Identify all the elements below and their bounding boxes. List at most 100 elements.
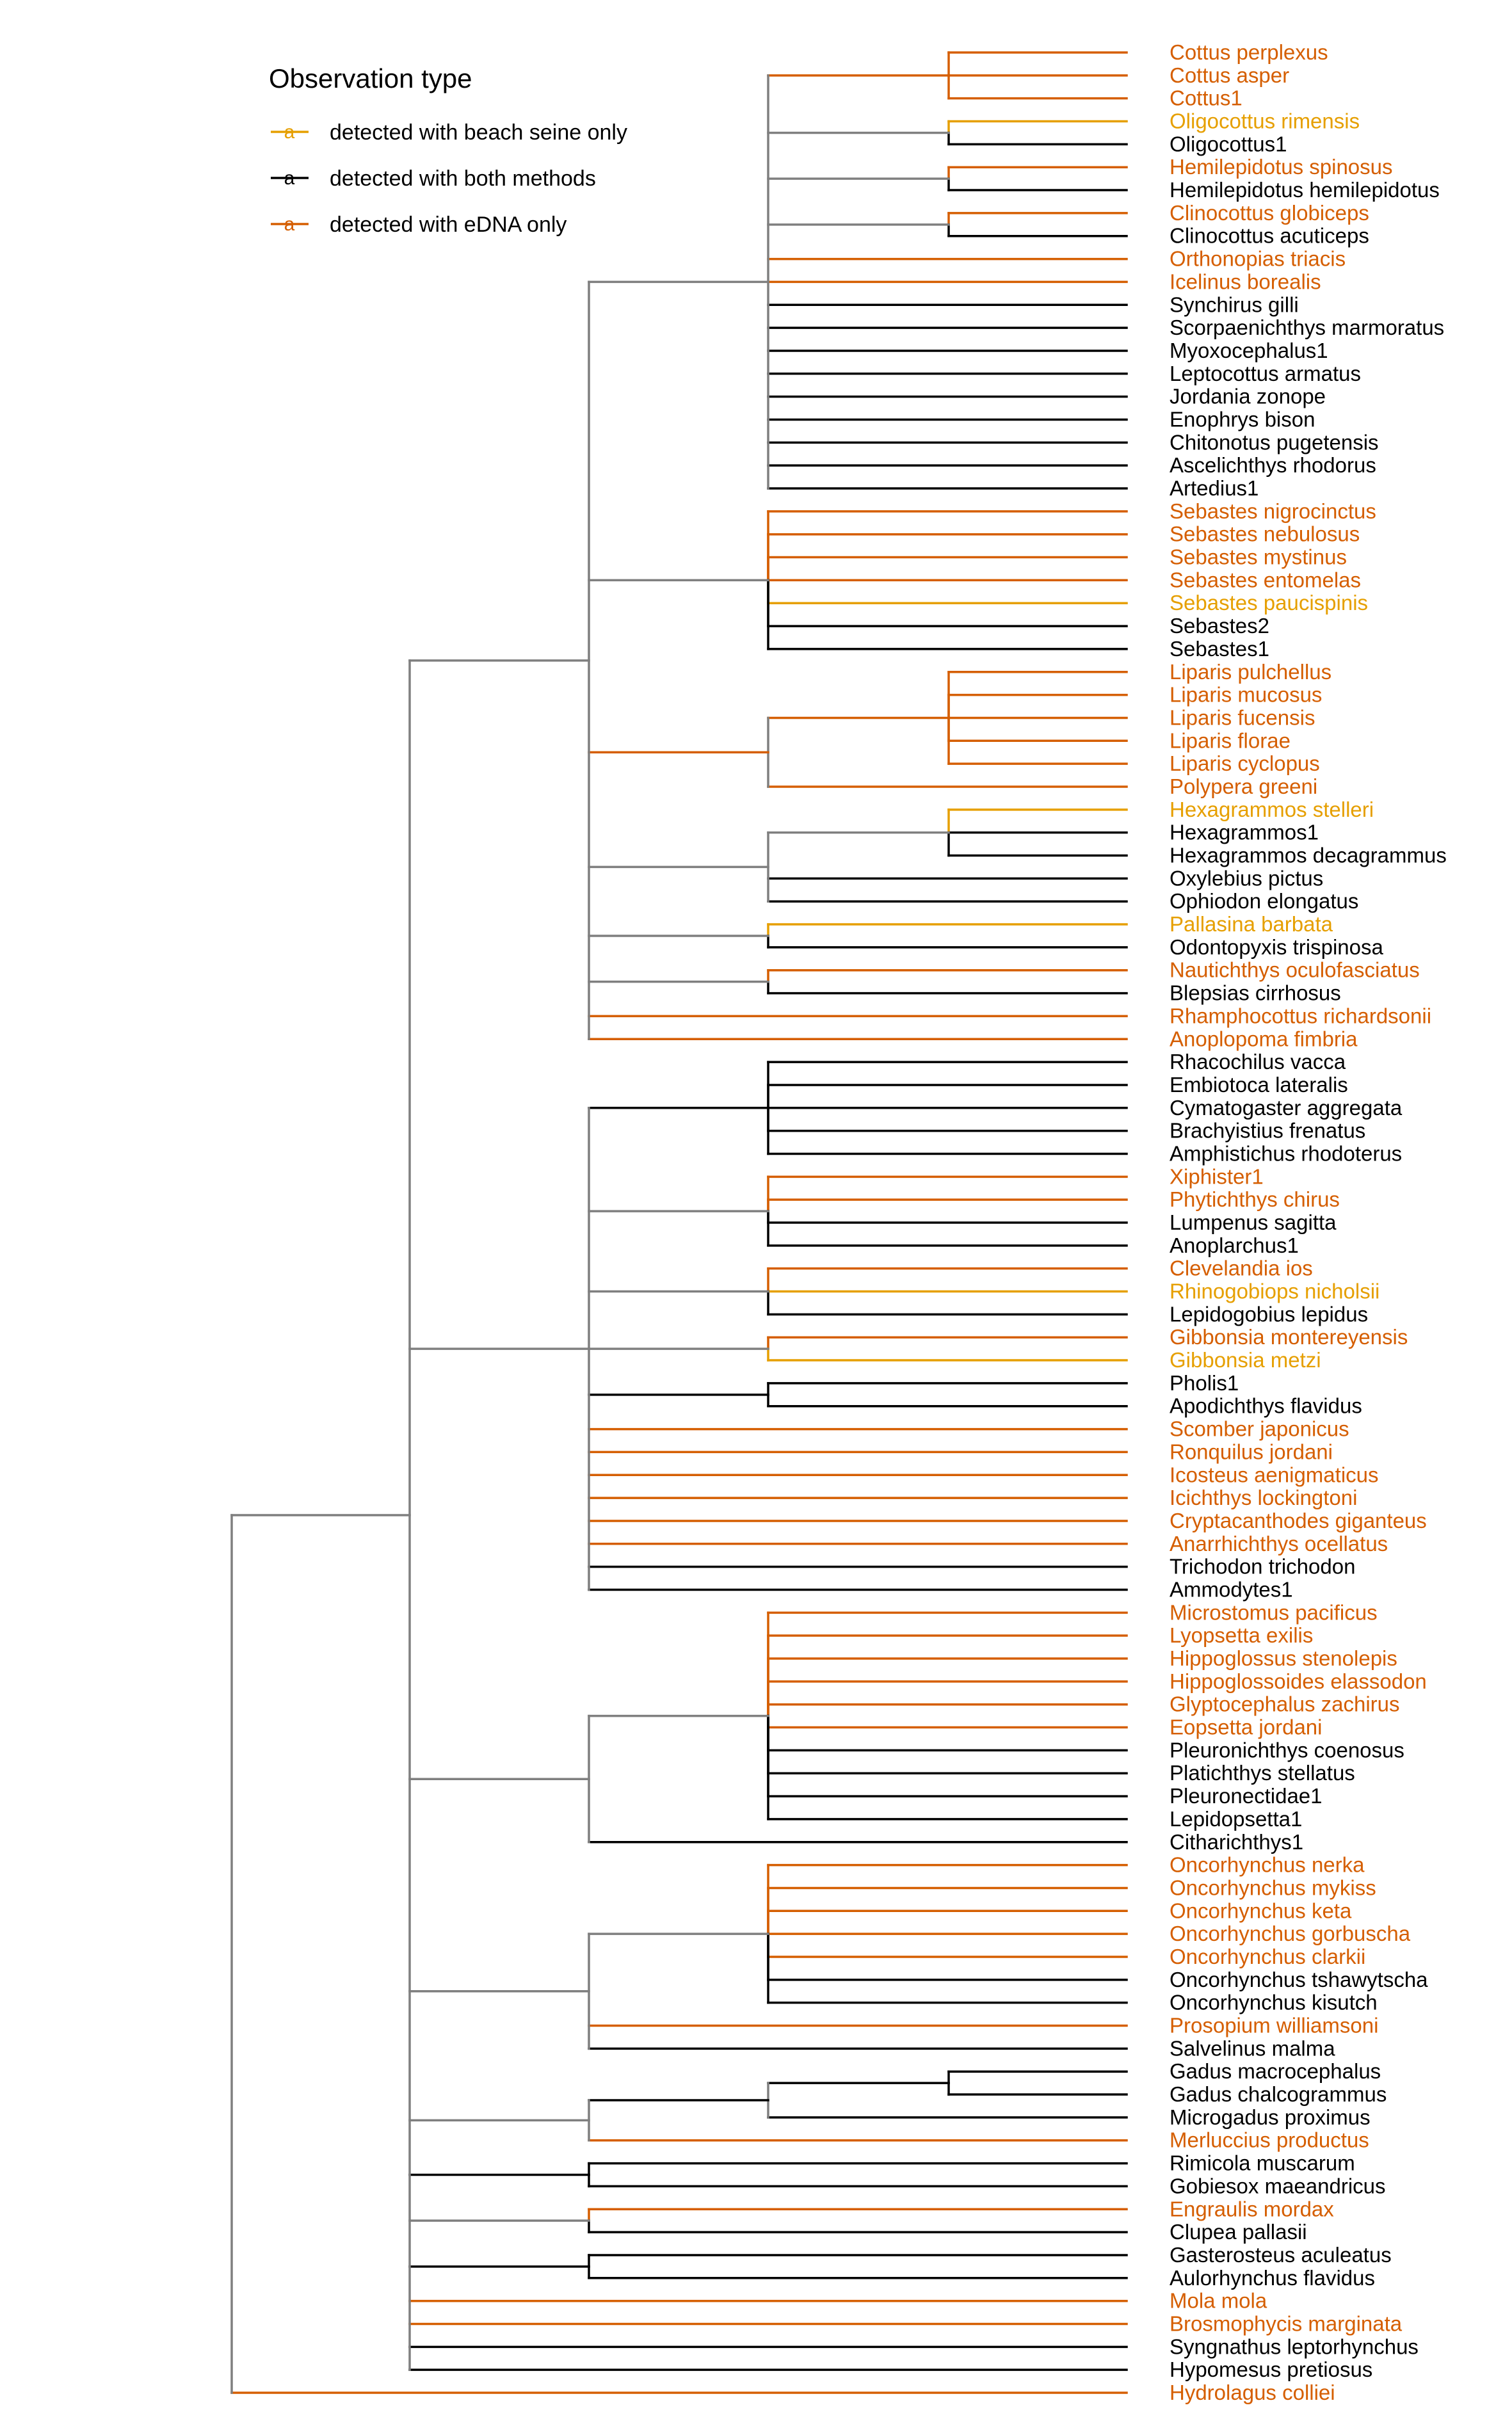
tip-label-lumpenus-sagitta: Lumpenus sagitta [1170,1210,1337,1234]
tip-label-cymatogaster-aggregata: Cymatogaster aggregata [1170,1096,1403,1120]
legend-title: Observation type [269,63,472,93]
tip-label-oncorhynchus-clarkii: Oncorhynchus clarkii [1170,1945,1365,1968]
tip-label-leptocottus-armatus: Leptocottus armatus [1170,362,1361,385]
tip-label-hippoglossus-stenolepis: Hippoglossus stenolepis [1170,1646,1397,1670]
tip-label-hippoglossoides-elassodon: Hippoglossoides elassodon [1170,1669,1427,1693]
tip-label-cottus-asper: Cottus asper [1170,63,1289,87]
tip-label-liparis-fucensis: Liparis fucensis [1170,705,1315,729]
tip-label-pleuronectidae1: Pleuronectidae1 [1170,1784,1323,1808]
tip-label-glyptocephalus-zachirus: Glyptocephalus zachirus [1170,1692,1400,1716]
tip-label-orthonopias-triacis: Orthonopias triacis [1170,247,1346,271]
tip-label-hexagrammos1: Hexagrammos1 [1170,821,1319,844]
tip-label-liparis-cyclopus: Liparis cyclopus [1170,751,1320,775]
tip-label-icosteus-aenigmaticus: Icosteus aenigmaticus [1170,1463,1379,1486]
tip-label-oxylebius-pictus: Oxylebius pictus [1170,866,1323,890]
tree-branches [230,51,1128,2394]
legend-item-both: a detected with both methods [271,166,596,191]
tip-label-liparis-pulchellus: Liparis pulchellus [1170,660,1331,684]
tip-label-oligocottus-rimensis: Oligocottus rimensis [1170,109,1360,133]
tip-label-sebastes-entomelas: Sebastes entomelas [1170,568,1361,591]
tip-label-chitonotus-pugetensis: Chitonotus pugetensis [1170,430,1379,454]
tip-label-myoxocephalus1: Myoxocephalus1 [1170,339,1328,362]
tip-label-ophiodon-elongatus: Ophiodon elongatus [1170,889,1358,913]
tip-label-embiotoca-lateralis: Embiotoca lateralis [1170,1073,1348,1097]
tip-label-anoplopoma-fimbria: Anoplopoma fimbria [1170,1027,1358,1050]
tip-label-lyopsetta-exilis: Lyopsetta exilis [1170,1623,1313,1647]
tip-label-clupea-pallasii: Clupea pallasii [1170,2220,1307,2244]
legend-svg: Observation type a detected with beach s… [269,63,627,237]
tip-label-apodichthys-flavidus: Apodichthys flavidus [1170,1394,1362,1418]
tip-label-blepsias-cirrhosus: Blepsias cirrhosus [1170,981,1341,1005]
tip-label-lepidogobius-lepidus: Lepidogobius lepidus [1170,1302,1368,1326]
tip-label-microstomus-pacificus: Microstomus pacificus [1170,1600,1378,1624]
tip-label-trichodon-trichodon: Trichodon trichodon [1170,1555,1355,1579]
tip-label-scorpaenichthys-marmoratus: Scorpaenichthys marmoratus [1170,316,1444,339]
legend-label-seine: detected with beach seine only [330,120,627,145]
tip-label-sebastes-nebulosus: Sebastes nebulosus [1170,522,1360,546]
tip-label-gobiesox-maeandricus: Gobiesox maeandricus [1170,2174,1386,2198]
tip-label-icelinus-borealis: Icelinus borealis [1170,269,1321,293]
tip-label-oncorhynchus-kisutch: Oncorhynchus kisutch [1170,1991,1378,2014]
tip-label-eopsetta-jordani: Eopsetta jordani [1170,1716,1323,1739]
tip-label-rhamphocottus-richardsonii: Rhamphocottus richardsonii [1170,1004,1431,1027]
tip-label-syngnathus-leptorhynchus: Syngnathus leptorhynchus [1170,2335,1419,2358]
tip-label-brosmophycis-marginata: Brosmophycis marginata [1170,2311,1403,2335]
tip-label-phytichthys-chirus: Phytichthys chirus [1170,1187,1340,1211]
tip-label-nautichthys-oculofasciatus: Nautichthys oculofasciatus [1170,958,1420,982]
tip-label-oligocottus1: Oligocottus1 [1170,132,1287,156]
tip-label-scomber-japonicus: Scomber japonicus [1170,1417,1349,1441]
tip-label-platichthys-stellatus: Platichthys stellatus [1170,1761,1355,1785]
tip-label-sebastes-mystinus: Sebastes mystinus [1170,545,1347,569]
tip-label-hydrolagus-colliei: Hydrolagus colliei [1170,2381,1335,2404]
tip-label-gibbonsia-metzi: Gibbonsia metzi [1170,1348,1321,1372]
tip-label-oncorhynchus-tshawytscha: Oncorhynchus tshawytscha [1170,1968,1428,1991]
tip-label-rimicola-muscarum: Rimicola muscarum [1170,2151,1355,2175]
tip-label-merluccius-productus: Merluccius productus [1170,2128,1369,2152]
tip-label-mola-mola: Mola mola [1170,2289,1267,2313]
tip-label-salvelinus-malma: Salvelinus malma [1170,2036,1335,2060]
tip-label-oncorhynchus-mykiss: Oncorhynchus mykiss [1170,1876,1376,1899]
tip-label-ammodytes1: Ammodytes1 [1170,1577,1293,1601]
tip-label-hemilepidotus-spinosus: Hemilepidotus spinosus [1170,155,1393,179]
tip-label-prosopium-williamsoni: Prosopium williamsoni [1170,2014,1378,2037]
tip-label-synchirus-gilli: Synchirus gilli [1170,293,1299,316]
tip-label-icichthys-lockingtoni: Icichthys lockingtoni [1170,1486,1357,1509]
tip-label-sebastes-paucispinis: Sebastes paucispinis [1170,591,1368,615]
tip-label-brachyistius-frenatus: Brachyistius frenatus [1170,1119,1365,1143]
tip-label-hemilepidotus-hemilepidotus: Hemilepidotus hemilepidotus [1170,178,1440,202]
tip-label-pholis1: Pholis1 [1170,1371,1239,1395]
tip-label-rhinogobiops-nicholsii: Rhinogobiops nicholsii [1170,1280,1379,1303]
tip-label-sebastes-nigrocinctus: Sebastes nigrocinctus [1170,499,1376,523]
tip-label-odontopyxis-trispinosa: Odontopyxis trispinosa [1170,935,1383,959]
legend-label-both: detected with both methods [330,166,596,191]
tip-label-citharichthys1: Citharichthys1 [1170,1830,1303,1854]
tip-label-oncorhynchus-nerka: Oncorhynchus nerka [1170,1853,1365,1877]
tip-label-xiphister1: Xiphister1 [1170,1164,1264,1188]
tip-label-engraulis-mordax: Engraulis mordax [1170,2197,1334,2221]
tip-label-gadus-macrocephalus: Gadus macrocephalus [1170,2059,1381,2083]
tip-label-gibbonsia-montereyensis: Gibbonsia montereyensis [1170,1325,1408,1349]
legend-label-edna: detected with eDNA only [330,213,567,237]
tip-label-liparis-florae: Liparis florae [1170,728,1291,752]
tip-label-jordania-zonope: Jordania zonope [1170,385,1326,408]
tip-label-hexagrammos-stelleri: Hexagrammos stelleri [1170,798,1374,821]
tip-label-microgadus-proximus: Microgadus proximus [1170,2105,1371,2129]
tip-label-clevelandia-ios: Clevelandia ios [1170,1257,1313,1280]
tip-label-gasterosteus-aculeatus: Gasterosteus aculeatus [1170,2243,1392,2267]
tip-label-clinocottus-acuticeps: Clinocottus acuticeps [1170,224,1369,248]
legend-key-glyph-seine: a [284,122,295,143]
tip-label-artedius1: Artedius1 [1170,476,1259,500]
tip-label-hexagrammos-decagrammus: Hexagrammos decagrammus [1170,844,1447,867]
tip-label-pleuronichthys-coenosus: Pleuronichthys coenosus [1170,1738,1404,1762]
legend-item-seine: a detected with beach seine only [271,120,627,145]
tip-label-aulorhynchus-flavidus: Aulorhynchus flavidus [1170,2266,1375,2290]
tip-label-ronquilus-jordani: Ronquilus jordani [1170,1440,1333,1463]
tip-label-lepidopsetta1: Lepidopsetta1 [1170,1807,1302,1831]
tip-label-clinocottus-globiceps: Clinocottus globiceps [1170,201,1369,225]
tip-label-cryptacanthodes-giganteus: Cryptacanthodes giganteus [1170,1509,1427,1532]
tip-label-enophrys-bison: Enophrys bison [1170,407,1315,431]
tip-label-cottus-perplexus: Cottus perplexus [1170,40,1328,64]
tip-label-oncorhynchus-keta: Oncorhynchus keta [1170,1899,1352,1922]
